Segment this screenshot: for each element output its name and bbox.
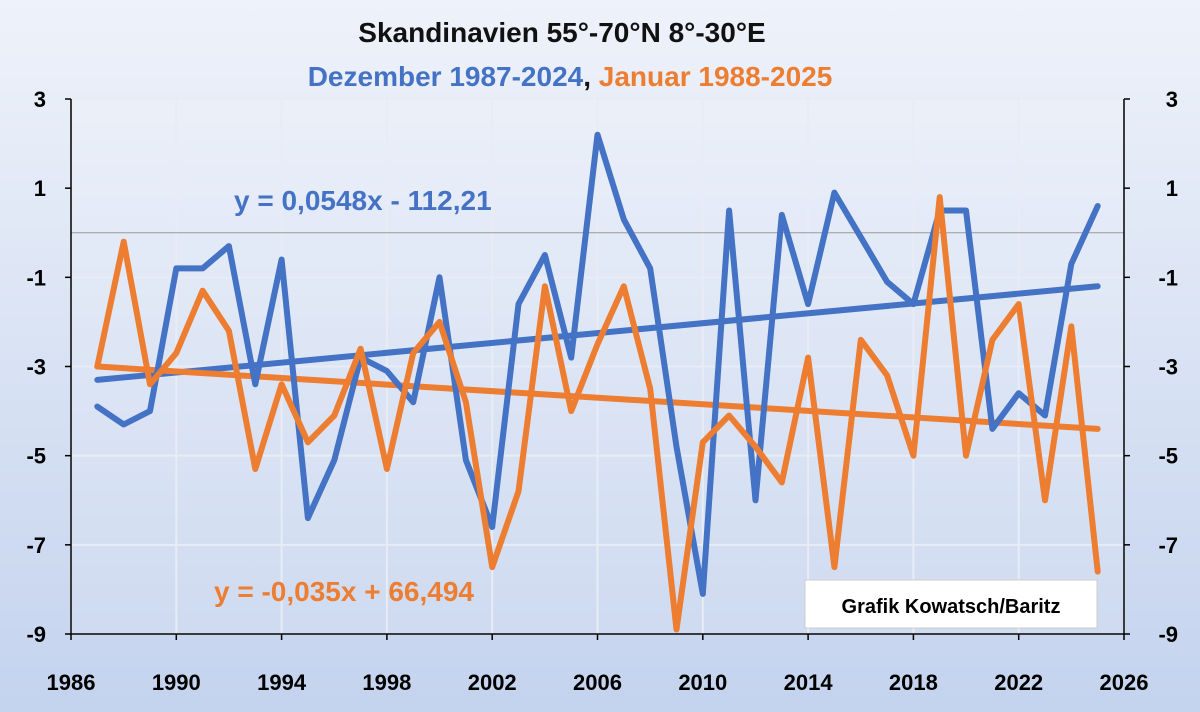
x-tick-label-6: 2010 [678, 670, 727, 695]
credit-text: Grafik Kowatsch/Baritz [842, 596, 1061, 618]
credit-box-background [804, 579, 1098, 629]
axes [65, 98, 1130, 640]
series-line-1 [94, 194, 1101, 633]
trend-equations: y = 0,0548x - 112,21 y = -0,035x + 66,494 [214, 185, 492, 607]
y-tick-label-right-6: -9 [1158, 622, 1178, 647]
x-tick-label-3: 1998 [362, 670, 411, 695]
y-tick-label-right-0: 3 [1166, 87, 1178, 112]
y-tick-label-right-2: -1 [1158, 265, 1178, 290]
x-tick-label-8: 2018 [889, 670, 938, 695]
tick-labels: 1986 1990 1994 1998 2002 2006 2010 2014 2018 2022… [26, 87, 1178, 695]
y-tick-label-left-6: -9 [26, 622, 46, 647]
trend-equation-1: y = -0,035x + 66,494 [214, 576, 474, 607]
y-tick-label-left-2: -1 [26, 265, 46, 290]
chart-subtitle: Dezember 1987-2024, Januar 1988-2025 [308, 61, 833, 92]
trendline-1 [94, 363, 1101, 432]
y-tick-label-left-1: 1 [34, 176, 46, 201]
x-tick-label-10: 2026 [1100, 670, 1149, 695]
x-tick-label-5: 2006 [573, 670, 622, 695]
y-tick-label-right-3: -3 [1158, 355, 1178, 380]
series-lines [94, 131, 1101, 633]
chart-title: Skandinavien 55°-70°N 8°-30°E [358, 17, 765, 48]
x-tick-label-7: 2014 [784, 670, 834, 695]
x-tick-label-2: 1994 [257, 670, 307, 695]
y-tick-label-left-5: -7 [26, 533, 46, 558]
y-tick-label-left-3: -3 [26, 355, 46, 380]
y-tick-label-left-4: -5 [26, 444, 46, 469]
subtitle-part-2: Januar 1988-2025 [591, 61, 832, 92]
y-tick-label-right-4: -5 [1158, 444, 1178, 469]
x-tick-label-1: 1990 [152, 670, 201, 695]
x-tick-label-0: 1986 [47, 670, 96, 695]
x-tick-label-4: 2002 [468, 670, 517, 695]
subtitle-part-0: Dezember 1987-2024 [308, 61, 584, 92]
y-tick-label-right-5: -7 [1158, 533, 1178, 558]
series-line-0 [94, 131, 1101, 597]
y-tick-label-right-1: 1 [1166, 176, 1178, 201]
trend-equation-0: y = 0,0548x - 112,21 [234, 185, 492, 216]
subtitle-part-1: , [583, 61, 591, 92]
credit-box: Grafik Kowatsch/Baritz [804, 579, 1098, 629]
y-tick-label-left-0: 3 [34, 87, 46, 112]
x-tick-label-9: 2022 [994, 670, 1043, 695]
